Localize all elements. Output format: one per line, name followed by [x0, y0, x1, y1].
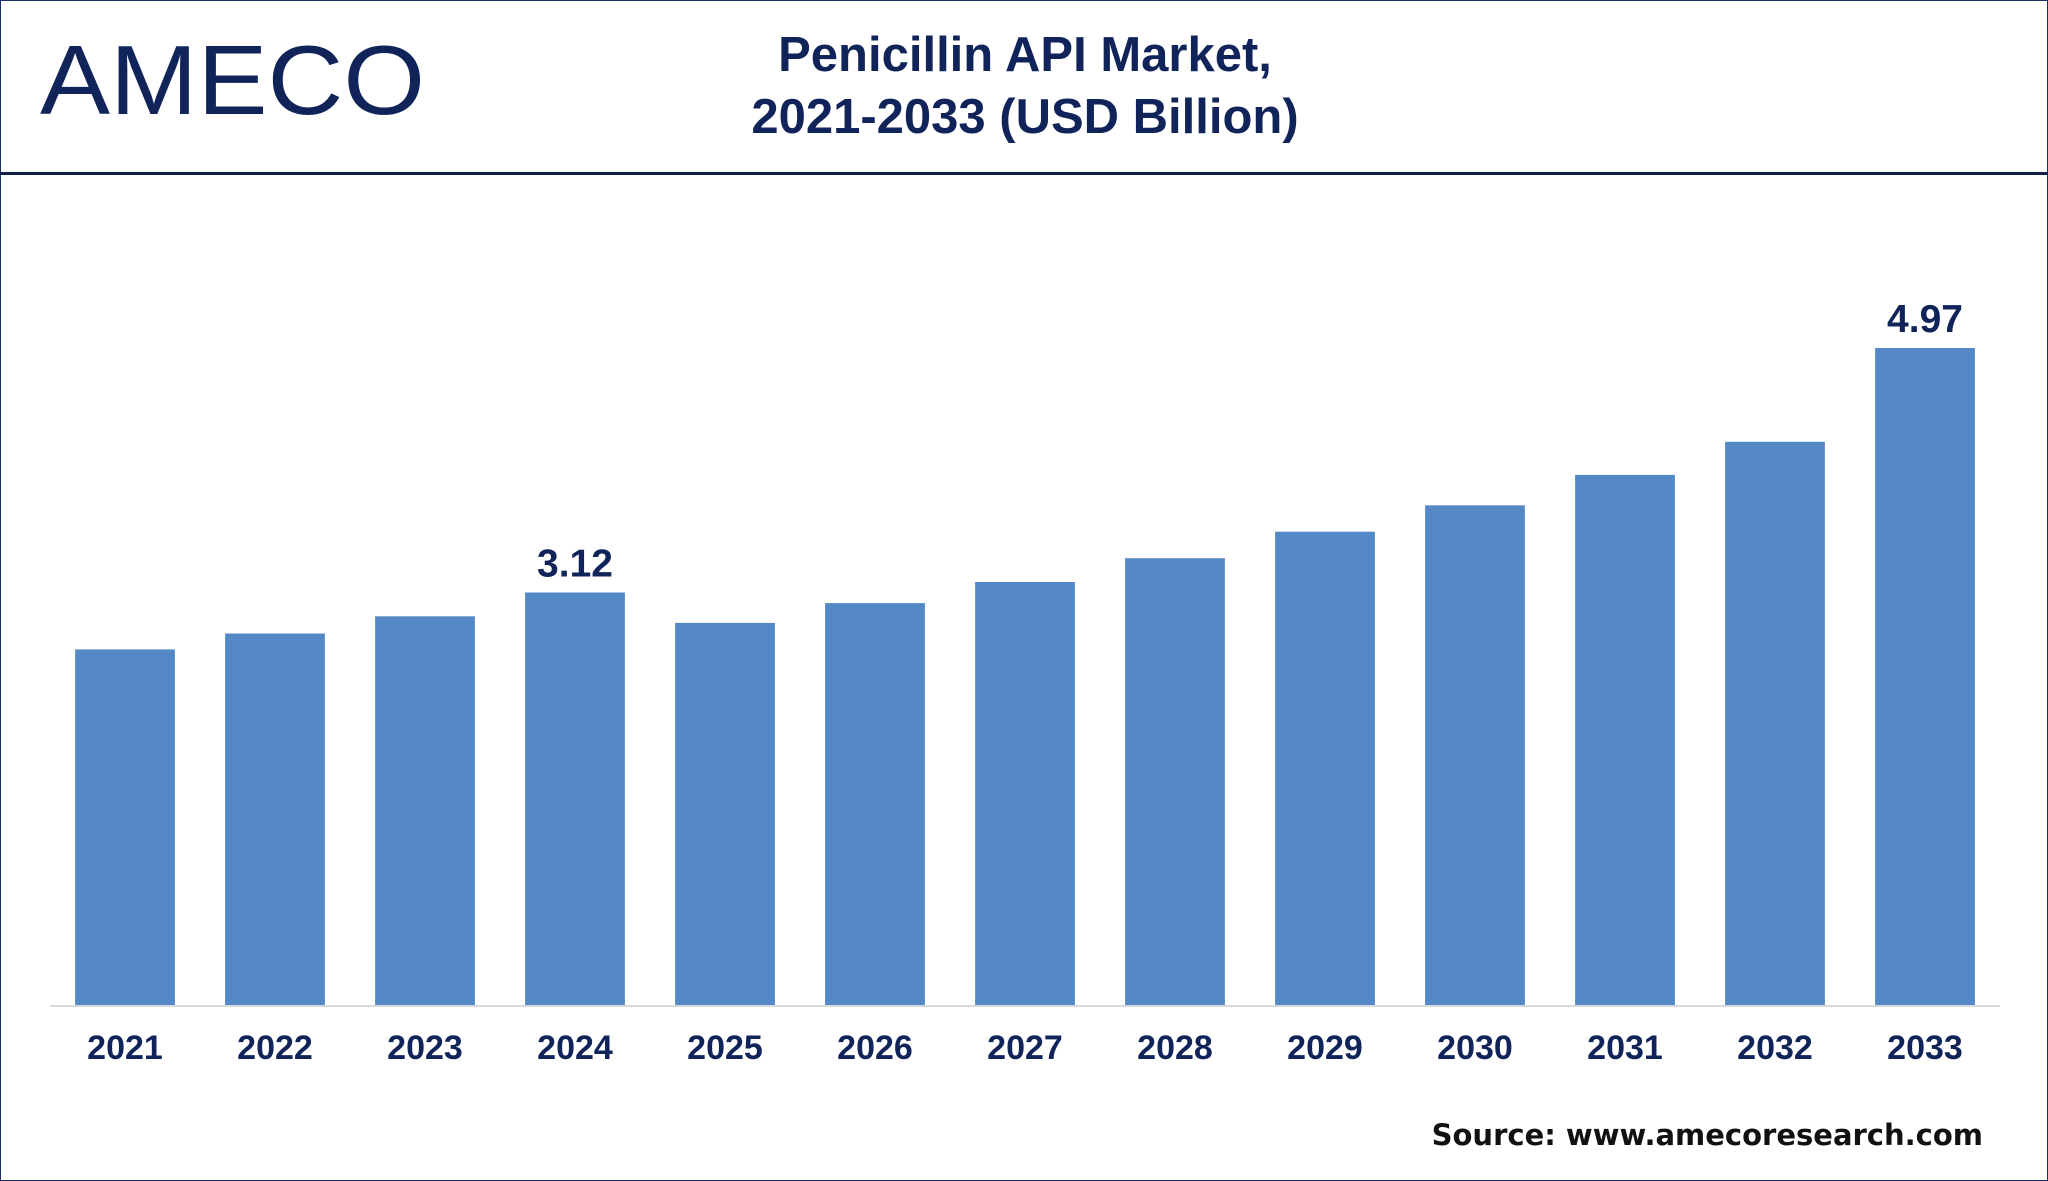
x-tick-label-2033: 2033 [1887, 1029, 1963, 1067]
x-tick-label-2029: 2029 [1287, 1029, 1363, 1067]
bar-2028 [1125, 558, 1225, 1005]
bar-2032 [1725, 441, 1825, 1005]
chart-title-line1: Penicillin API Market, [778, 28, 1272, 82]
header-divider [0, 172, 2048, 175]
bar-2026 [825, 603, 925, 1005]
bar-2023 [375, 616, 475, 1005]
bar-2024 [525, 592, 625, 1005]
logo-text: AMECO [40, 25, 425, 132]
data-label-2033: 4.97 [1887, 298, 1963, 341]
bar-2029 [1275, 531, 1375, 1005]
x-tick-label-2025: 2025 [687, 1029, 763, 1067]
x-tick-label-2024: 2024 [537, 1029, 613, 1067]
bar-2031 [1575, 474, 1675, 1005]
x-tick-label-2030: 2030 [1437, 1029, 1513, 1067]
chart-title-line2: 2021-2033 (USD Billion) [751, 90, 1299, 144]
x-tick-label-2023: 2023 [387, 1029, 463, 1067]
bar-2021 [75, 649, 175, 1005]
x-tick-label-2026: 2026 [837, 1029, 913, 1067]
x-tick-label-2021: 2021 [87, 1029, 163, 1067]
x-tick-label-2027: 2027 [987, 1029, 1063, 1067]
x-tick-label-2032: 2032 [1737, 1029, 1813, 1067]
bar-chart: 2021 2022 2023 2024 2025 2026 2027 2028 2029 2030… [50, 298, 2000, 1067]
x-tick-label-2028: 2028 [1137, 1029, 1213, 1067]
bar-2027 [975, 582, 1075, 1005]
source-note: Source: www.amecoresearch.com [1431, 1118, 1983, 1152]
bar-2030 [1425, 505, 1525, 1005]
data-label-2024: 3.12 [537, 543, 613, 586]
bar-2033 [1875, 348, 1975, 1005]
ameco-logo: AMECO [40, 25, 425, 132]
bar-2022 [225, 633, 325, 1005]
x-tick-label-2022: 2022 [237, 1029, 313, 1067]
bar-2025 [675, 622, 775, 1005]
x-tick-label-2031: 2031 [1587, 1029, 1663, 1067]
chart-title: Penicillin API Market, 2021-2033 (USD Bi… [590, 24, 1460, 148]
